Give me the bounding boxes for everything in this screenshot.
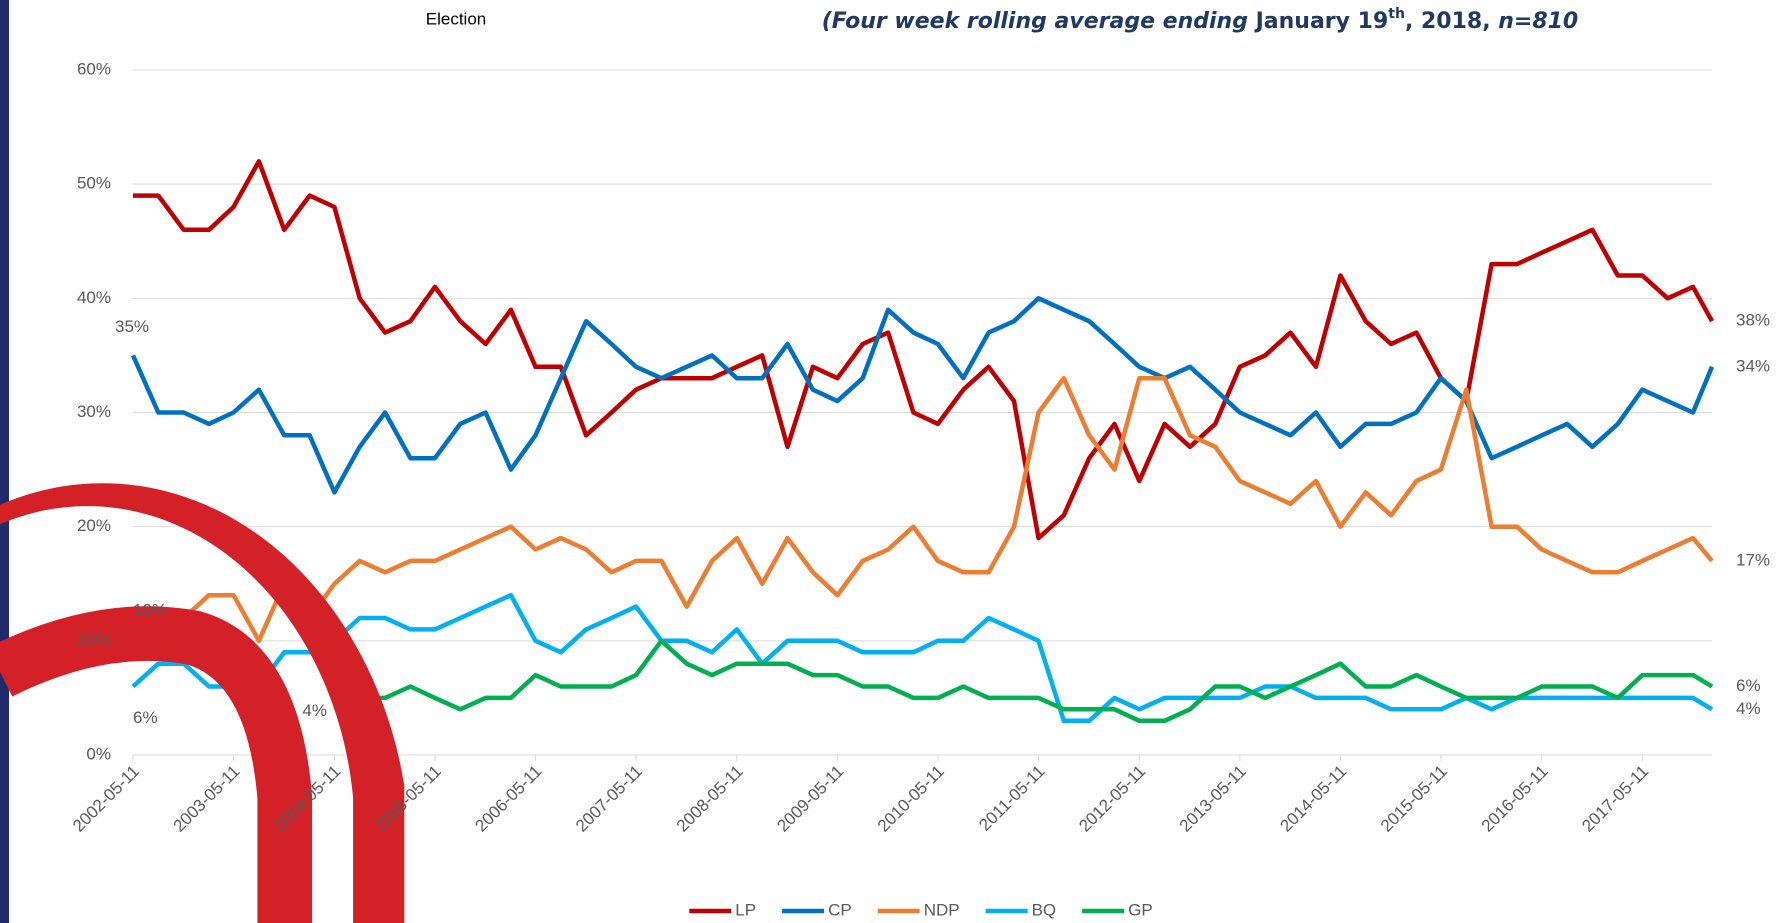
- x-tick-label: 2007-05-11: [572, 762, 646, 836]
- legend-label: LP: [735, 900, 756, 919]
- x-tick-label: 2014-05-11: [1276, 762, 1350, 836]
- series-line: [133, 159, 1714, 541]
- subtitle-part: (Four week rolling average ending: [822, 9, 1256, 34]
- y-tick-label: 20%: [77, 516, 111, 535]
- value-label: 4%: [302, 701, 327, 720]
- series-line: [131, 592, 1714, 724]
- series-line: [130, 296, 1715, 495]
- series-line: [333, 638, 1714, 724]
- x-tick-label: 2003-05-11: [170, 762, 244, 836]
- y-tick-label: 60%: [77, 59, 111, 78]
- value-label: 38%: [1736, 311, 1770, 330]
- y-tick-label: 50%: [77, 174, 111, 193]
- subtitle-part: , 2018,: [1405, 9, 1498, 34]
- y-tick-label: 0%: [86, 744, 111, 763]
- x-tick-label: 2002-05-11: [69, 762, 143, 836]
- value-label: 35%: [115, 317, 149, 336]
- logo-ring: [0, 483, 405, 923]
- value-label: 6%: [133, 708, 158, 727]
- x-tick-label: 2006-05-11: [471, 762, 545, 836]
- x-tick-label: 2009-05-11: [773, 762, 847, 836]
- y-tick-label: 10%: [77, 630, 111, 649]
- x-tick-label: 2017-05-11: [1578, 762, 1652, 836]
- legend-label: GP: [1128, 900, 1153, 919]
- x-tick-label: 2015-05-11: [1377, 762, 1451, 836]
- logo: [0, 483, 405, 923]
- value-label: 6%: [1736, 676, 1761, 695]
- plot-lines: [130, 159, 1715, 724]
- x-tick-label: 2011-05-11: [975, 762, 1048, 835]
- x-tick-label: 2013-05-11: [1176, 762, 1250, 836]
- y-tick-label: 30%: [77, 402, 111, 421]
- legend: LP CP NDP BQ GP: [689, 900, 1153, 919]
- chart-title: Election: [426, 9, 486, 28]
- subtitle-part: n=810: [1498, 9, 1578, 34]
- value-label: 34%: [1736, 356, 1770, 375]
- x-tick-label: 2016-05-11: [1478, 762, 1552, 836]
- edge-strip: [0, 0, 9, 923]
- series-line: [131, 375, 1714, 644]
- chart-subtitle: (Four week rolling average ending Januar…: [822, 6, 1579, 34]
- x-tick-label: 2008-05-11: [673, 762, 747, 836]
- x-tick-label: 2012-05-11: [1075, 762, 1149, 836]
- grid: [132, 69, 1712, 761]
- legend-label: CP: [828, 900, 852, 919]
- subtitle-part: th: [1388, 6, 1405, 22]
- value-label: 4%: [1736, 699, 1761, 718]
- value-label: 17%: [1736, 550, 1770, 569]
- subtitle-part: January 19: [1254, 9, 1389, 34]
- logo-stroke: [0, 606, 313, 923]
- x-tick-label: 2010-05-11: [874, 762, 948, 836]
- value-label: 10%: [133, 600, 167, 619]
- legend-label: BQ: [1032, 900, 1057, 919]
- y-tick-label: 40%: [77, 288, 111, 307]
- legend-label: NDP: [924, 900, 960, 919]
